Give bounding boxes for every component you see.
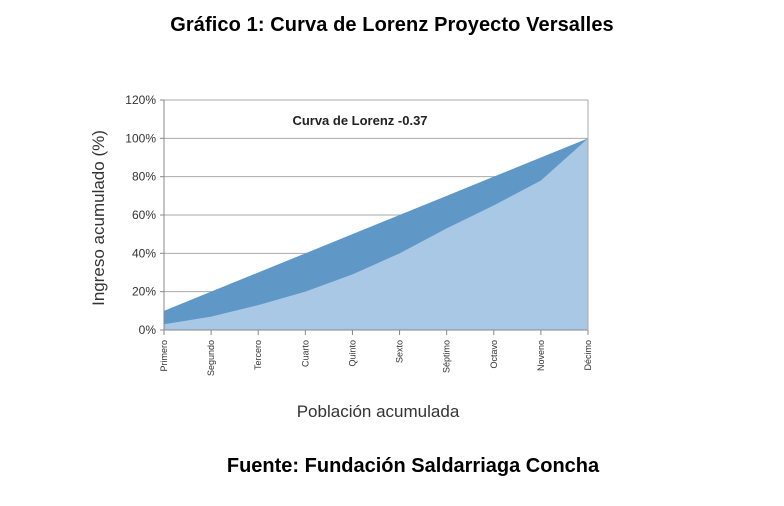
x-axis-label: Población acumulada: [297, 402, 460, 421]
x-tick-label-2: Tercero: [253, 340, 263, 370]
x-tick-label-5: Sexto: [395, 340, 405, 363]
x-tick-label-9: Décimo: [583, 340, 593, 371]
y-tick-label-2: 40%: [132, 246, 156, 260]
y-tick-label-1: 20%: [132, 285, 156, 299]
y-tick-label-3: 60%: [132, 208, 156, 222]
chart-annotation: Curva de Lorenz -0.37: [292, 113, 427, 128]
series-area-1: [164, 138, 588, 330]
y-tick-label-0: 0%: [139, 323, 157, 337]
y-tick-label-4: 80%: [132, 170, 156, 184]
page-title: Gráfico 1: Curva de Lorenz Proyecto Vers…: [170, 14, 614, 36]
y-tick-label-6: 120%: [125, 93, 156, 107]
x-tick-label-8: Noveno: [536, 340, 546, 371]
y-tick-labels: 0% 20% 40% 60% 80% 100% 120%: [125, 93, 164, 337]
chart-areas: [164, 138, 588, 330]
y-tick-label-5: 100%: [125, 131, 156, 145]
x-tick-label-3: Cuarto: [300, 340, 310, 367]
x-tick-label-6: Séptimo: [442, 340, 452, 373]
x-tick-label-7: Octavo: [489, 340, 499, 369]
y-axis-label: Ingreso acumulado (%): [89, 130, 108, 306]
source-note: Fuente: Fundación Saldarriaga Concha: [226, 455, 600, 477]
x-tick-label-4: Quinto: [347, 340, 357, 367]
x-tick-labels: Primero Segundo Tercero Cuarto Quinto Sexto Sé…: [159, 330, 593, 376]
x-tick-label-1: Segundo: [206, 340, 216, 376]
x-tick-label-0: Primero: [159, 340, 169, 372]
lorenz-chart: 0% 20% 40% 60% 80% 100% 120% Primero Segundo Ter…: [89, 93, 593, 421]
